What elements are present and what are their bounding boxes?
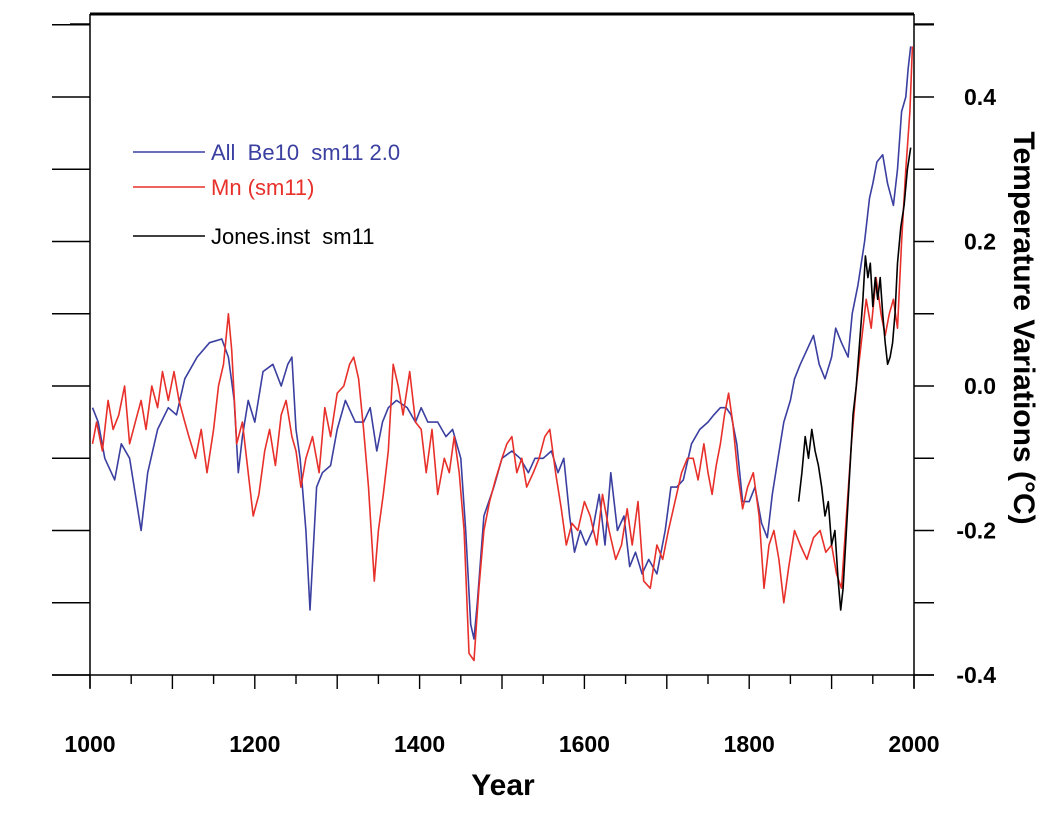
x-tick-label: 2000 — [888, 731, 939, 757]
y-tick-label: 0.2 — [964, 229, 996, 255]
legend: All Be10 sm11 2.0 Mn (sm11) Jones.inst s… — [133, 140, 400, 249]
legend-label-mn: Mn (sm11) — [211, 175, 315, 200]
y-tick-label: 0.4 — [964, 84, 996, 110]
series-lines — [91, 46, 914, 662]
y-tick-label: -0.2 — [956, 518, 996, 544]
legend-label-jones: Jones.inst sm11 — [211, 224, 374, 249]
x-tick-label: 1800 — [724, 731, 775, 757]
x-tick-labels: 1000 1200 1400 1600 1800 2000 — [64, 731, 939, 757]
y-axis-title: Temperature Variations (°C) — [1007, 131, 1040, 524]
y-tick-label: -0.4 — [956, 662, 996, 688]
series-line-mn — [91, 46, 914, 662]
x-tick-label: 1400 — [394, 731, 445, 757]
y-tick-label: 0.0 — [964, 373, 996, 399]
plot-frame — [52, 12, 934, 688]
y-tick-labels: 0.4 0.2 0.0 -0.2 -0.4 — [956, 84, 996, 688]
series-line-all-be10 — [91, 46, 912, 640]
x-tick-label: 1000 — [64, 731, 115, 757]
legend-label-all-be10: All Be10 sm11 2.0 — [211, 140, 400, 165]
x-tick-label: 1600 — [559, 731, 610, 757]
x-axis-title: Year — [471, 769, 535, 802]
axis-ticks — [52, 23, 934, 689]
series-line-jones — [797, 147, 912, 611]
x-tick-label: 1200 — [229, 731, 280, 757]
